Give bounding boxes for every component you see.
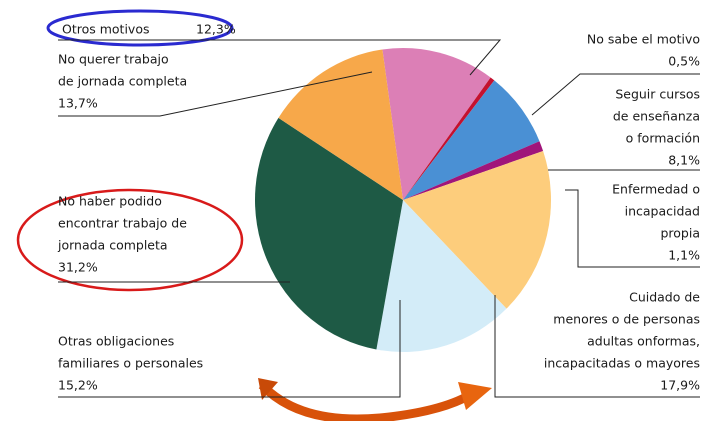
highlight-ellipse: [16, 188, 244, 292]
highlight-ellipse: [46, 9, 234, 47]
category-label: No haber podido: [58, 194, 162, 209]
category-label: familiares o personales: [58, 356, 203, 371]
category-label: incapacidad: [625, 204, 700, 219]
pie-slice: [403, 151, 551, 309]
pie-slice: [403, 77, 495, 200]
arrow-head: [458, 382, 492, 410]
leader-line: [565, 189, 700, 268]
category-label: jornada completa: [57, 238, 168, 253]
pie-slice: [255, 117, 403, 350]
category-label: menores o de personas: [553, 312, 700, 327]
value-label: 12,3%: [196, 22, 236, 37]
pie-slice: [403, 141, 544, 200]
arrow-tail: [258, 378, 278, 400]
category-label: encontrar trabajo de: [58, 216, 187, 231]
category-label: o formación: [626, 131, 700, 146]
value-label: 1,1%: [668, 248, 700, 263]
category-label: de enseñanza: [613, 109, 700, 124]
leader-line: [494, 295, 700, 398]
value-label: 31,2%: [58, 260, 98, 275]
category-label: adultas onformas,: [587, 334, 700, 349]
category-label: Otros motivos: [62, 22, 150, 37]
value-label: 15,2%: [58, 378, 98, 393]
leader-line: [58, 39, 502, 76]
category-label: Otras obligaciones: [58, 334, 174, 349]
arrow: [258, 381, 473, 424]
pie-slice: [376, 200, 507, 352]
leader-line: [531, 73, 700, 116]
category-label: No sabe el motivo: [587, 32, 700, 47]
leader-line: [58, 300, 401, 398]
leader-line: [58, 71, 373, 117]
category-label: Seguir cursos: [615, 87, 700, 102]
category-label: propia: [660, 226, 700, 241]
category-label: Enfermedad o: [612, 182, 700, 197]
category-label: incapacitadas o mayores: [544, 356, 700, 371]
value-label: 8,1%: [668, 153, 700, 168]
pie-slice: [403, 80, 540, 200]
category-label: Cuidado de: [629, 290, 700, 305]
pie-slice: [278, 49, 403, 201]
value-label: 13,7%: [58, 96, 98, 111]
pie: [255, 47, 551, 352]
category-label: de jornada completa: [58, 74, 187, 89]
value-label: 17,9%: [660, 378, 700, 393]
category-label: No querer trabajo: [58, 52, 169, 67]
value-label: 0,5%: [668, 54, 700, 69]
pie-slice: [382, 47, 491, 200]
